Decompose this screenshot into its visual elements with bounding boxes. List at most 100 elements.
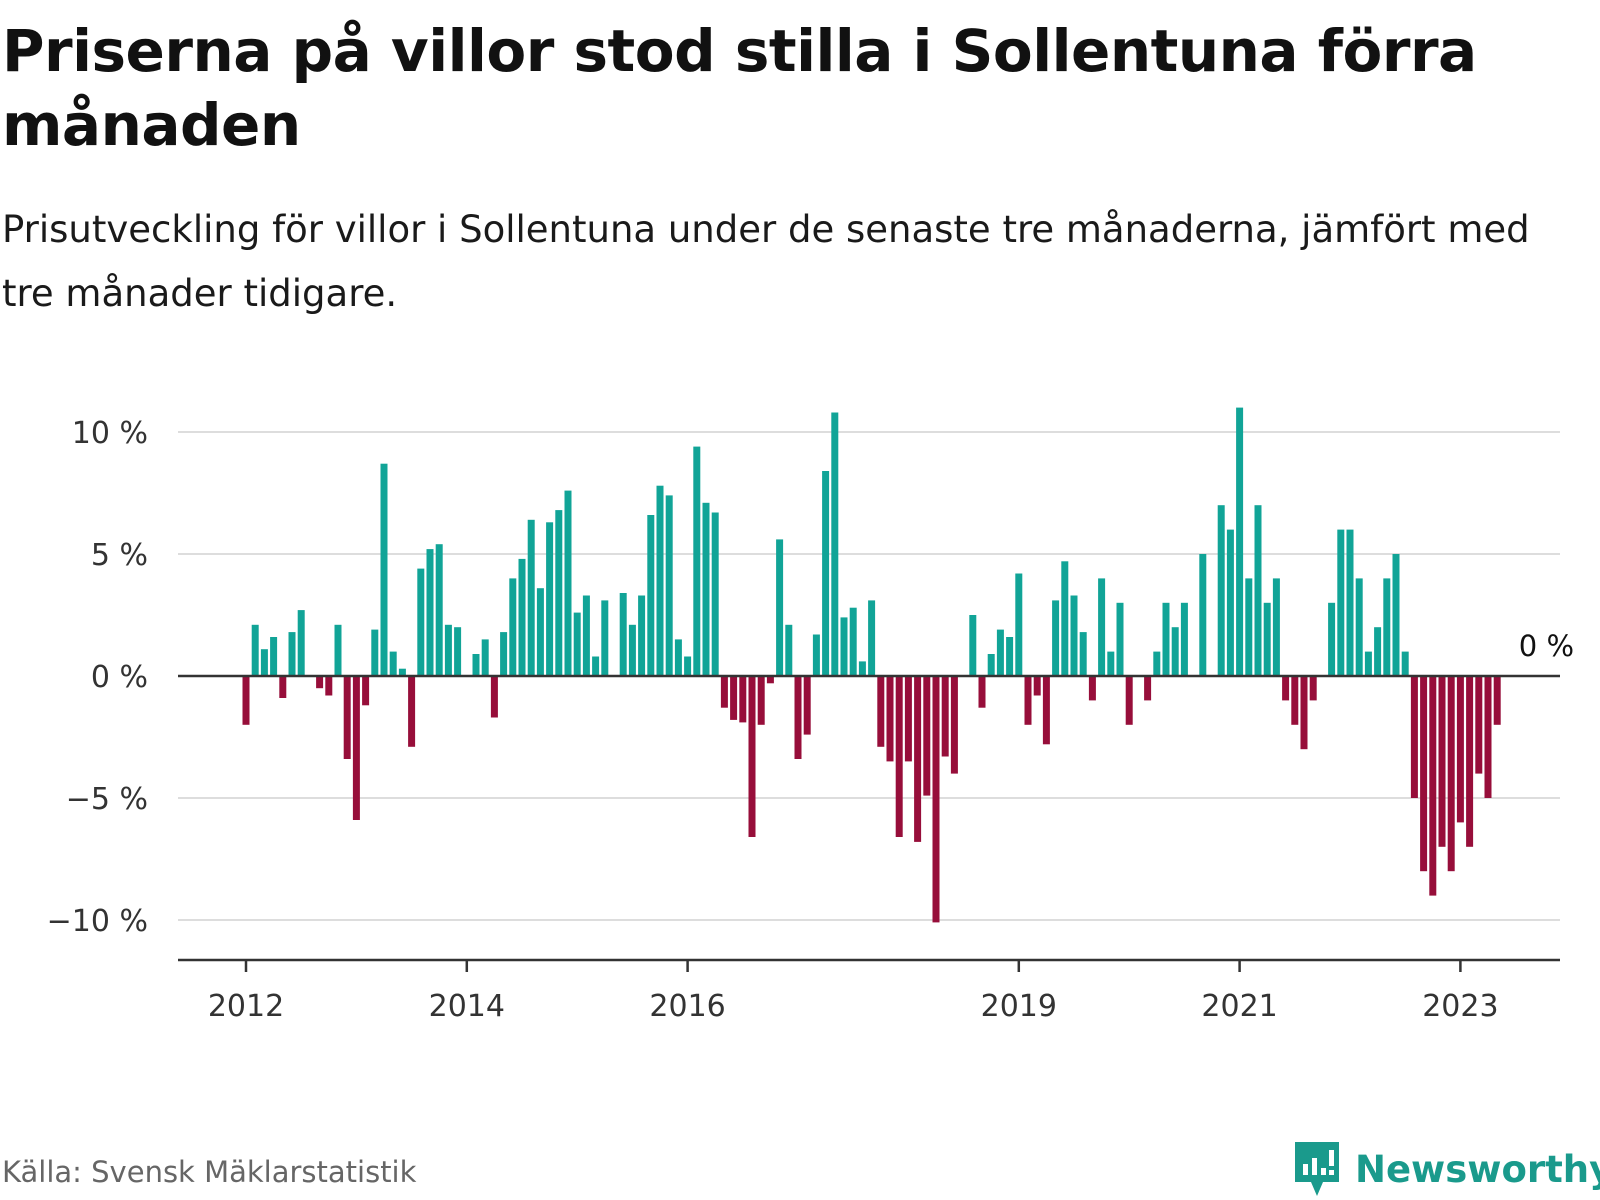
x-tick-label: 2016 — [649, 989, 725, 1024]
bar — [1383, 578, 1391, 676]
bar — [1088, 676, 1096, 701]
bar — [1098, 578, 1106, 676]
bar — [914, 676, 922, 842]
x-tick-label: 2019 — [981, 989, 1057, 1024]
bar — [1447, 676, 1455, 872]
bar — [1171, 627, 1179, 676]
bar — [1466, 676, 1474, 847]
bar — [1254, 505, 1262, 676]
bar — [1337, 529, 1345, 676]
bar — [858, 661, 866, 676]
bar — [1153, 651, 1161, 676]
bar — [822, 471, 830, 676]
bar — [426, 549, 434, 676]
bar — [316, 676, 324, 689]
bar — [509, 578, 517, 676]
bar — [1309, 676, 1317, 701]
bar — [904, 676, 912, 762]
bar — [978, 676, 986, 708]
bar — [334, 624, 342, 676]
bar — [702, 502, 710, 676]
bar — [1392, 554, 1400, 676]
bar — [730, 676, 738, 720]
bar — [868, 600, 876, 676]
bar — [1107, 651, 1115, 676]
bar — [417, 568, 425, 676]
bar — [831, 412, 839, 676]
bar — [288, 632, 296, 676]
bar — [1420, 676, 1428, 872]
y-tick-label: −5 % — [66, 782, 148, 817]
bar — [748, 676, 756, 837]
bar — [1042, 676, 1050, 745]
bar — [279, 676, 287, 698]
bar — [895, 676, 903, 837]
bar — [1052, 600, 1060, 676]
bar — [785, 624, 793, 676]
bar — [1456, 676, 1464, 823]
axis-labels: 10 % 5 % 0 % −5 % −10 % 2012 2014 2016 2019 2021 2… — [47, 416, 1574, 1024]
bar — [242, 676, 250, 725]
bar — [1438, 676, 1446, 847]
last-value-label: 0 % — [1519, 629, 1574, 663]
bar — [794, 676, 802, 759]
bar — [1024, 676, 1032, 725]
bar — [435, 544, 443, 676]
bar — [270, 637, 278, 676]
bar — [1180, 602, 1188, 676]
bar — [380, 463, 388, 676]
bar — [1364, 651, 1372, 676]
bar — [260, 649, 268, 676]
bar — [472, 654, 480, 676]
bar — [1493, 676, 1501, 725]
bar — [1226, 529, 1234, 676]
source-note: Källa: Svensk Mäklarstatistik — [2, 1155, 417, 1189]
bar — [352, 676, 360, 820]
bar — [812, 634, 820, 676]
bar — [1401, 651, 1409, 676]
bar — [1125, 676, 1133, 725]
bar — [546, 522, 554, 676]
bar — [490, 676, 498, 718]
axes — [178, 674, 1560, 972]
y-tick-label: 0 % — [91, 660, 148, 695]
bar — [555, 510, 563, 676]
bar — [1245, 578, 1253, 676]
bar — [950, 676, 958, 774]
bar — [619, 593, 627, 676]
bar — [840, 617, 848, 676]
bar — [1015, 573, 1023, 676]
bar — [1144, 676, 1152, 701]
bar — [1263, 602, 1271, 676]
bar — [1116, 602, 1124, 676]
bar — [628, 624, 636, 676]
y-tick-label: −10 % — [47, 904, 148, 939]
bar — [969, 615, 977, 676]
bar-chart: 10 % 5 % 0 % −5 % −10 % 2012 2014 2016 2019 2021 2… — [47, 407, 1574, 1024]
bar — [674, 639, 682, 676]
x-tick-label: 2012 — [208, 989, 284, 1024]
bar — [601, 600, 609, 676]
bar — [527, 519, 535, 676]
brand-name: Newsworthy — [1355, 1147, 1600, 1191]
bar — [1217, 505, 1225, 676]
bar — [932, 676, 940, 923]
bar — [1272, 578, 1280, 676]
bar — [1355, 578, 1363, 676]
bar — [996, 629, 1004, 676]
bar — [362, 676, 370, 706]
y-tick-label: 10 % — [72, 416, 148, 451]
bar — [408, 676, 416, 747]
bar — [720, 676, 728, 708]
bar — [776, 539, 784, 676]
bar — [1374, 627, 1382, 676]
bar — [1429, 676, 1437, 896]
bar — [1079, 632, 1087, 676]
bar — [564, 490, 572, 676]
bar — [877, 676, 885, 747]
chart-title: Priserna på villor stod stilla i Sollent… — [2, 17, 1477, 159]
bar — [886, 676, 894, 762]
bar — [251, 624, 259, 676]
bar — [684, 656, 692, 676]
bar — [711, 512, 719, 676]
